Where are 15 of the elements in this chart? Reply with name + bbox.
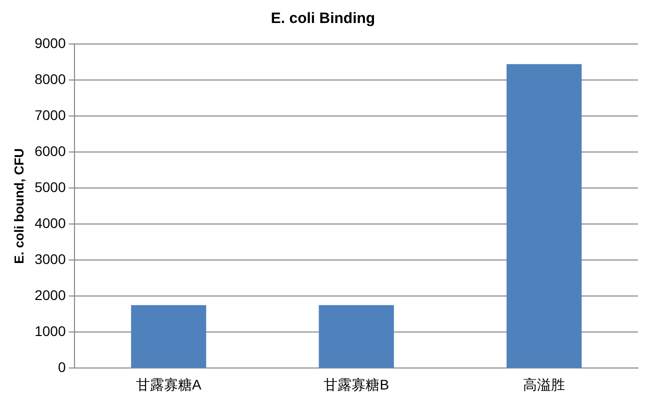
y-axis-title: E. coli bound, CFU xyxy=(11,148,26,264)
x-tick-label: 甘露寡糖A xyxy=(136,376,202,392)
y-tick-label: 1000 xyxy=(34,323,66,340)
y-tick-label: 9000 xyxy=(34,34,66,51)
y-tick-label: 8000 xyxy=(34,70,66,87)
y-tick-label: 2000 xyxy=(34,287,66,304)
chart-title: E. coli Binding xyxy=(270,10,376,28)
y-tick-label: 4000 xyxy=(34,214,66,231)
y-tick-label: 5000 xyxy=(34,178,66,195)
y-tick-label: 3000 xyxy=(34,250,66,267)
y-tick-label: 7000 xyxy=(34,106,66,123)
y-tick-label: 0 xyxy=(58,359,66,376)
x-tick-label: 甘露寡糖B xyxy=(324,376,390,392)
y-tick-label: 6000 xyxy=(34,142,66,159)
x-tick-label: 高溢胜 xyxy=(523,376,566,392)
